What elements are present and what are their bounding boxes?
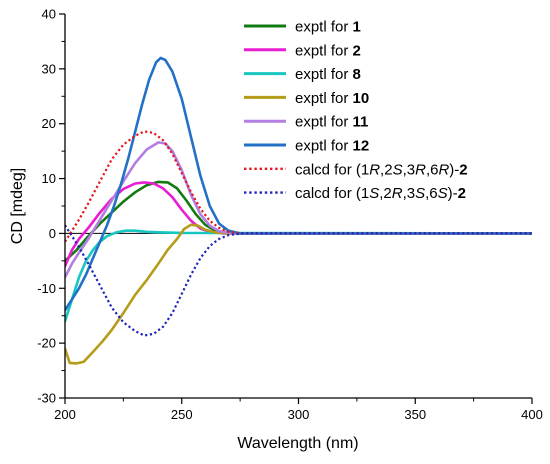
legend-label-part: S <box>415 185 425 202</box>
legend-label-part: S <box>393 161 403 178</box>
legend-item-3: exptl for 8 <box>244 66 361 83</box>
y-tick-label--30: -30 <box>37 391 56 406</box>
x-tick-label-350: 350 <box>404 407 426 422</box>
legend-label-part: 1 <box>361 185 369 202</box>
legend-label: exptl for 12 <box>295 138 369 155</box>
legend-label-part: ,2 <box>380 161 393 178</box>
x-tick-label-300: 300 <box>288 407 310 422</box>
ticks-layer: 200 250 300 350 400 -30 -20 -10 0 10 20 30 40 <box>37 7 543 423</box>
legend-label: calcd for (1S,2R,3S,6S)-2 <box>295 185 466 202</box>
legend-label-part: 10 <box>353 90 370 107</box>
legend-label-part: calcd for ( <box>295 185 361 202</box>
legend-label: exptl for 10 <box>295 90 369 107</box>
legend-label: exptl for 1 <box>295 19 361 36</box>
legend-label-part: exptl for <box>295 19 353 36</box>
legend-label-part: R <box>415 161 426 178</box>
legend-label-part: ,6 <box>425 185 438 202</box>
x-axis-title: Wavelength (nm) <box>237 435 358 452</box>
legend-label-part: S <box>438 185 448 202</box>
y-tick-label-40: 40 <box>42 7 56 22</box>
legend-label-part: 1 <box>361 161 369 178</box>
legend-label-part: 8 <box>353 66 361 83</box>
series-line-7 <box>65 130 532 243</box>
legend-label-part: ,2 <box>379 185 392 202</box>
legend-label-part: R <box>392 185 403 202</box>
legend-label: exptl for 8 <box>295 66 361 83</box>
legend-label-part: exptl for <box>295 90 353 107</box>
legend-label-part: exptl for <box>295 114 353 131</box>
y-tick-label-20: 20 <box>42 116 56 131</box>
legend-label-part: 1 <box>353 19 361 36</box>
legend-label-part: 2 <box>459 161 467 178</box>
legend-label-part: )- <box>448 185 458 202</box>
y-tick-label-10: 10 <box>42 171 56 186</box>
legend-label-part: R <box>369 161 380 178</box>
legend-label-part: exptl for <box>295 66 353 83</box>
legend-label-part: ,6 <box>426 161 439 178</box>
y-tick-label-30: 30 <box>42 61 56 76</box>
y-tick-label-0: 0 <box>49 226 56 241</box>
legend-item-6: exptl for 12 <box>244 138 369 155</box>
legend-label-part: )- <box>449 161 459 178</box>
legend-item-8: calcd for (1S,2R,3S,6S)-2 <box>244 185 466 202</box>
series-line-6 <box>65 56 532 312</box>
legend-label: exptl for 2 <box>295 42 361 59</box>
series-line-4 <box>65 223 532 365</box>
legend-label-part: ,3 <box>403 185 416 202</box>
series-layer <box>65 56 532 365</box>
y-tick-label--10: -10 <box>37 281 56 296</box>
legend-label-part: exptl for <box>295 42 353 59</box>
legend-label-part: 12 <box>353 138 370 155</box>
legend-label-part: calcd for ( <box>295 161 361 178</box>
legend-label-part: exptl for <box>295 138 353 155</box>
series-line-5 <box>65 141 532 279</box>
y-tick-label--20: -20 <box>37 336 56 351</box>
y-axis-title: CD [mdeg] <box>9 168 26 244</box>
legend-label: exptl for 11 <box>295 114 368 131</box>
legend-label-part: 11 <box>353 114 369 131</box>
legend-label-part: S <box>369 185 379 202</box>
legend-item-2: exptl for 2 <box>244 42 361 59</box>
legend-label-part: 2 <box>353 42 361 59</box>
x-tick-label-200: 200 <box>54 407 76 422</box>
legend-label-part: R <box>438 161 449 178</box>
legend-item-5: exptl for 11 <box>244 114 368 131</box>
legend-item-7: calcd for (1R,2S,3R,6R)-2 <box>244 161 468 178</box>
series-line-8 <box>65 224 532 337</box>
legend-label-part: 2 <box>458 185 466 202</box>
series-line-3 <box>65 229 532 323</box>
legend-item-1: exptl for 1 <box>244 19 361 36</box>
x-tick-label-400: 400 <box>521 407 543 422</box>
x-tick-label-250: 250 <box>171 407 193 422</box>
legend-label-part: ,3 <box>403 161 416 178</box>
legend-label: calcd for (1R,2S,3R,6R)-2 <box>295 161 468 178</box>
legend-item-4: exptl for 10 <box>244 90 369 107</box>
